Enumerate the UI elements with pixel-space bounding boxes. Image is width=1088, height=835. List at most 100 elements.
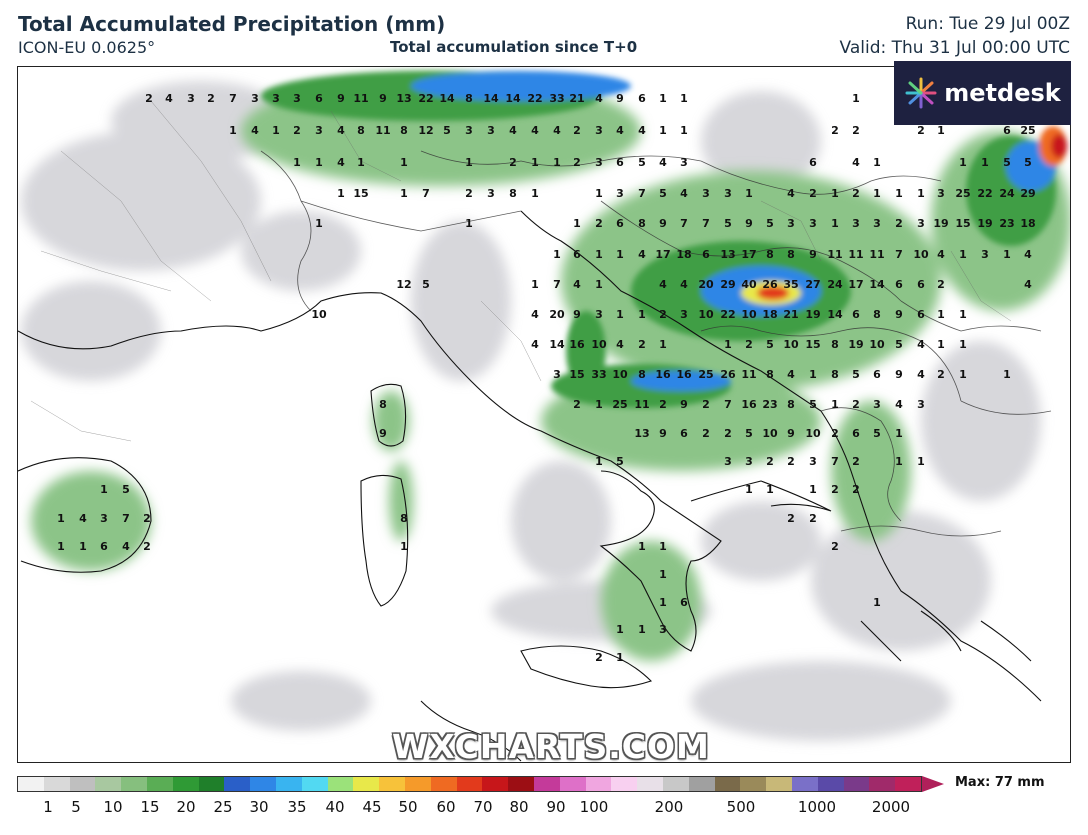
accumulation-value: 1 [659,540,667,553]
accumulation-value: 10 [612,368,628,381]
accumulation-value: 9 [680,398,688,411]
accumulation-value: 18 [676,248,691,261]
accumulation-value: 8 [509,187,517,200]
accumulation-value: 11 [375,124,390,137]
accumulation-value: 3 [487,187,495,200]
accumulation-value: 10 [698,308,714,321]
accumulation-value: 1 [357,156,365,169]
accumulation-value: 11 [741,368,756,381]
legend-swatch [714,777,741,791]
accumulation-value: 1 [766,483,774,496]
accumulation-value: 4 [638,248,646,261]
accumulation-value: 1 [873,156,881,169]
accumulation-value: 2 [831,427,839,440]
legend-tick-label: 45 [362,798,382,816]
accumulation-value: 1 [595,455,603,468]
heavy-rain-areas [261,71,1067,408]
accumulation-value: 10 [741,308,757,321]
accumulation-value: 7 [831,455,839,468]
accumulation-value: 6 [315,92,323,105]
legend-swatch [611,777,638,791]
legend-tick-label: 80 [509,798,529,816]
accumulation-value: 1 [229,124,237,137]
accumulation-value: 1 [638,623,646,636]
accumulation-value: 1 [959,156,967,169]
accumulation-value: 16 [676,368,692,381]
legend-swatch [766,777,792,791]
accumulation-value: 6 [616,217,624,230]
accumulation-value: 27 [805,278,820,291]
legend-tick-label: 15 [140,798,160,816]
legend-swatch [43,777,70,791]
accumulation-value: 2 [831,483,839,496]
accumulation-value: 25 [1020,124,1035,137]
accumulation-value: 3 [680,308,688,321]
accumulation-value: 40 [741,278,757,291]
accumulation-value: 22 [418,92,433,105]
accumulation-value: 1 [917,187,925,200]
accumulation-value: 1 [616,623,624,636]
map-canvas: 2 4 3 2 7 3 3 3 6 9 11 9 13 22 14 8 14 14 22 33 21 4 9 6 1 1 11 4 1 2… [18,71,1070,762]
accumulation-value: 1 [959,248,967,261]
accumulation-value: 8 [766,368,774,381]
accumulation-value: 6 [917,278,925,291]
accumulation-value: 6 [638,92,646,105]
accumulation-value: 2 [831,124,839,137]
accumulation-value: 18 [1020,217,1035,230]
legend-swatch [69,777,96,791]
accumulation-value: 5 [122,483,130,496]
accumulation-value: 3 [251,92,259,105]
accumulation-value: 1 [895,455,903,468]
accumulation-value: 10 [311,308,327,321]
accumulation-value: 1 [680,124,688,137]
accumulation-value: 4 [573,278,581,291]
accumulation-value: 2 [595,651,603,664]
accumulation-value: 3 [100,512,108,525]
accumulation-value: 6 [873,368,881,381]
legend-tick-label: 35 [287,798,307,816]
accumulation-value: 29 [1020,187,1035,200]
legend-swatch [533,777,560,791]
legend-tick-label: 2000 [871,798,911,816]
accumulation-value: 4 [79,512,87,525]
legend-swatch [404,777,431,791]
accumulation-value: 1 [959,338,967,351]
accumulation-value: 1 [595,278,603,291]
accumulation-value: 10 [591,338,607,351]
accumulation-value: 1 [895,427,903,440]
accumulation-value: 1 [1003,248,1011,261]
accumulation-value: 8 [465,92,473,105]
accumulation-value: 5 [422,278,430,291]
accumulation-value: 2 [659,308,667,321]
accumulation-value: 5 [745,427,753,440]
accumulation-value: 12 [418,124,433,137]
accumulation-value: 1 [573,217,581,230]
accumulation-value: 16 [655,368,671,381]
accumulation-value: 2 [638,338,646,351]
accumulation-value: 4 [509,124,517,137]
accumulation-value: 8 [638,217,646,230]
accumulation-value: 1 [659,92,667,105]
accumulation-value: 5 [659,187,667,200]
accumulation-value: 3 [659,623,667,636]
legend-tick-label: 20 [176,798,196,816]
accumulation-value: 1 [852,92,860,105]
accumulation-value: 17 [848,278,863,291]
accumulation-value: 26 [762,278,778,291]
accumulation-value: 1 [595,187,603,200]
accumulation-value: 2 [895,217,903,230]
accumulation-value: 4 [337,124,345,137]
accumulation-value: 1 [531,156,539,169]
legend-arrow [922,776,944,792]
accumulation-value: 8 [400,124,408,137]
legend-swatch [250,777,276,791]
accumulation-value: 1 [531,187,539,200]
accumulation-value: 15 [353,187,368,200]
accumulation-value: 9 [787,427,795,440]
accumulation-value: 13 [720,248,735,261]
accumulation-value: 2 [573,124,581,137]
accumulation-value: 1 [745,187,753,200]
accumulation-value: 2 [207,92,215,105]
accumulation-value: 1 [831,217,839,230]
accumulation-value: 2 [509,156,517,169]
